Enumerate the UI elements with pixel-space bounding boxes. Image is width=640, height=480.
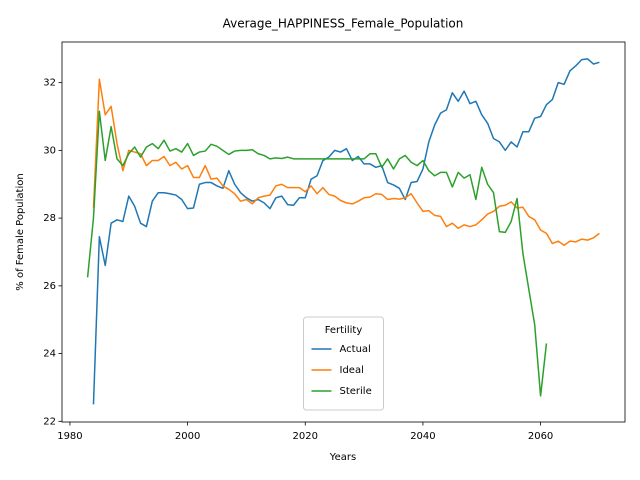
y-tick-label: 22: [43, 416, 56, 427]
plot-frame: [61, 41, 626, 423]
chart-title: Average_HAPPINESS_Female_Population: [223, 17, 464, 31]
y-tick-label: 26: [43, 281, 56, 292]
y-tick-label: 28: [43, 213, 56, 224]
x-tick-label: 2000: [175, 431, 200, 442]
legend-label: Sterile: [340, 386, 372, 397]
series-line: [92, 58, 600, 405]
x-tick-label: 2020: [293, 431, 318, 442]
y-tick-label: 30: [43, 145, 56, 156]
legend-title: Fertility: [325, 325, 363, 336]
x-tick-label: 1980: [57, 431, 82, 442]
legend-box: [303, 316, 384, 411]
y-tick-label: 24: [43, 349, 56, 360]
y-axis-label: % of Female Population: [15, 173, 26, 290]
y-tick-label: 32: [43, 78, 56, 89]
x-tick-label: 2060: [528, 431, 553, 442]
legend: Fertility Actual Ideal Sterile: [303, 316, 384, 411]
series-line: [86, 110, 548, 397]
legend-label: Actual: [340, 344, 371, 355]
x-tick-label: 2040: [410, 431, 435, 442]
legend-label: Ideal: [340, 365, 364, 376]
x-axis-label: Years: [329, 452, 356, 463]
